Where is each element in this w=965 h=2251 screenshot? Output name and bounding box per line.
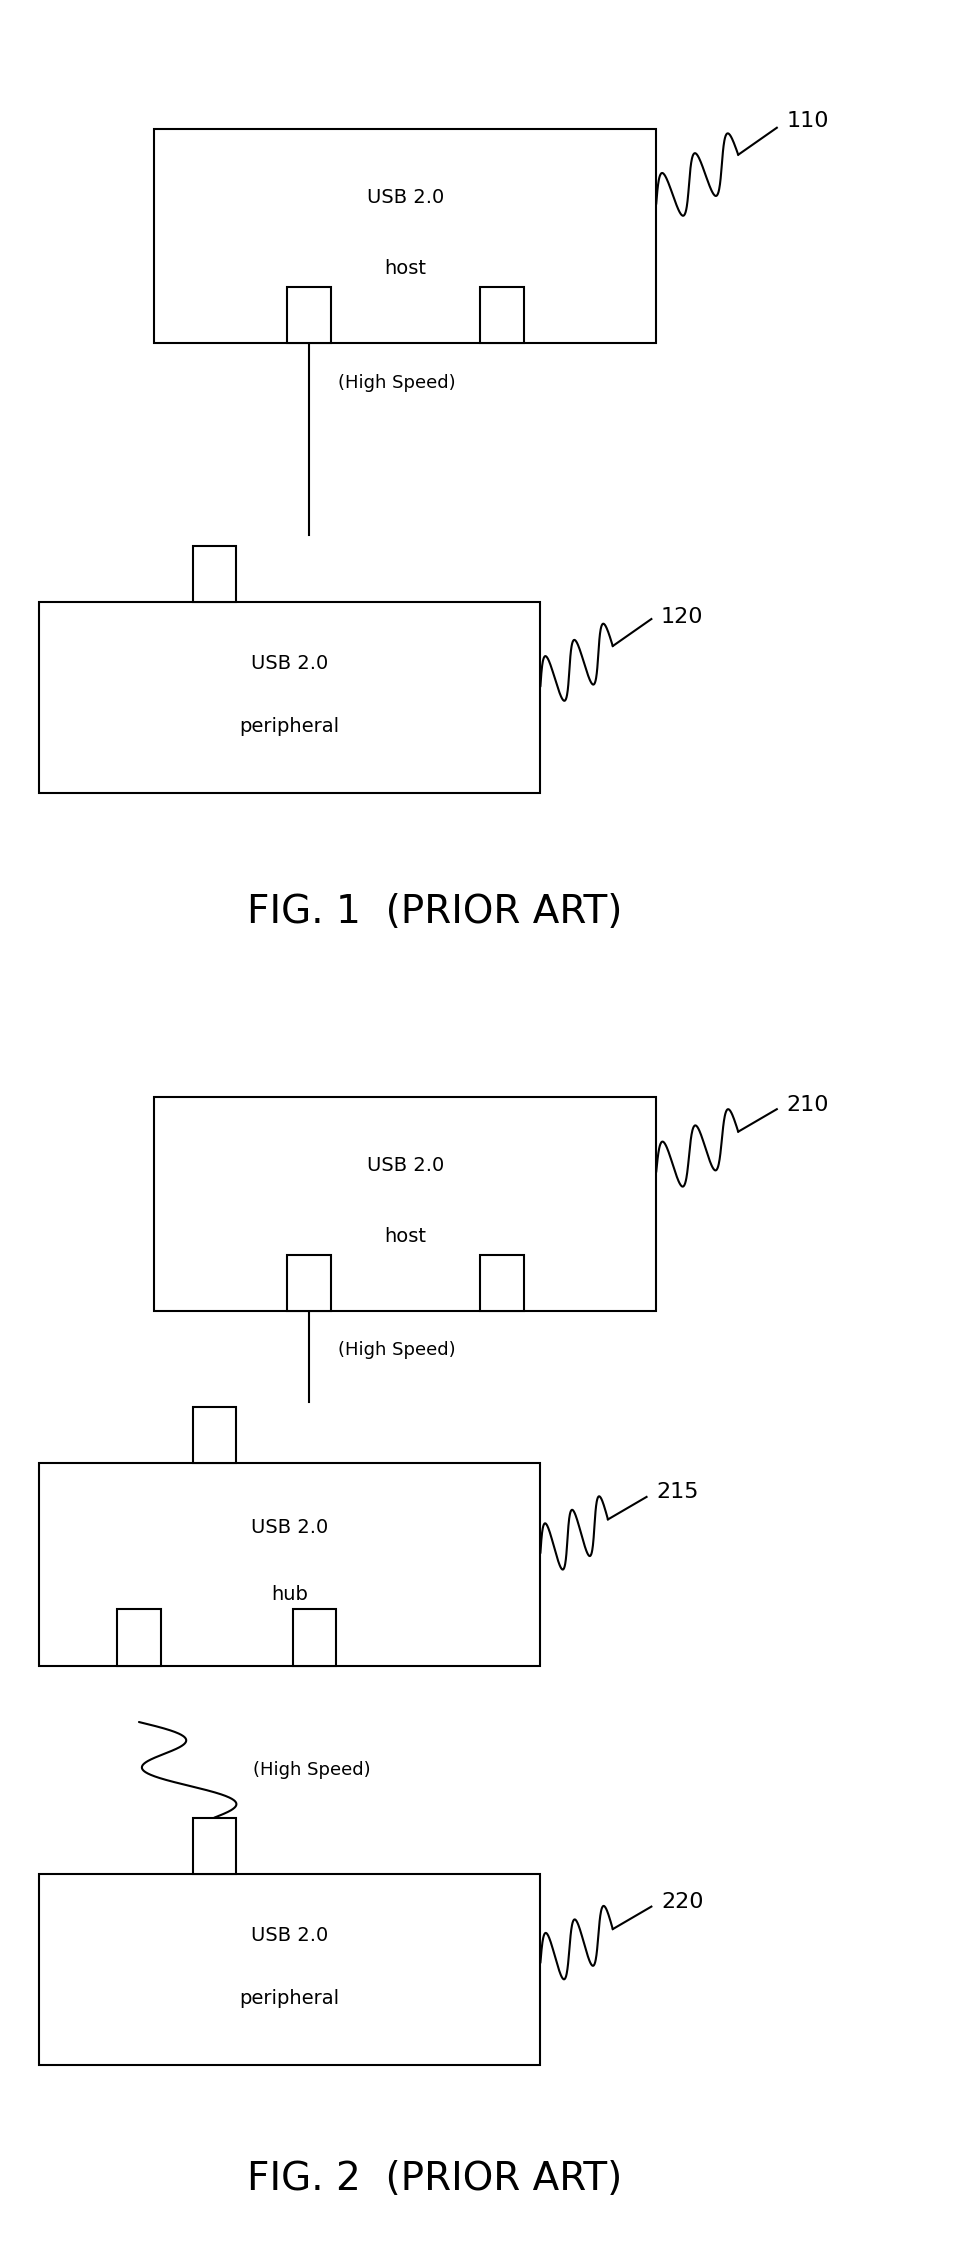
Text: USB 2.0: USB 2.0 — [251, 1925, 328, 1945]
Text: (High Speed): (High Speed) — [338, 374, 455, 392]
Text: hub: hub — [271, 1585, 308, 1605]
Bar — [39, 1463, 540, 1666]
Text: (High Speed): (High Speed) — [338, 1342, 455, 1360]
Text: USB 2.0: USB 2.0 — [367, 189, 444, 207]
Bar — [293, 1609, 336, 1666]
Text: peripheral: peripheral — [239, 1990, 340, 2008]
Bar — [192, 547, 235, 603]
Text: host: host — [384, 259, 427, 277]
Text: USB 2.0: USB 2.0 — [367, 1157, 444, 1175]
Text: 110: 110 — [786, 110, 829, 131]
Text: 220: 220 — [661, 1893, 703, 1911]
Bar — [287, 1254, 330, 1310]
Text: 210: 210 — [786, 1094, 829, 1114]
Text: FIG. 1  (PRIOR ART): FIG. 1 (PRIOR ART) — [247, 894, 621, 930]
Text: 215: 215 — [656, 1483, 699, 1501]
Bar — [287, 286, 330, 342]
Text: host: host — [384, 1227, 427, 1245]
Bar — [39, 1873, 540, 2066]
Bar — [192, 1407, 235, 1463]
Bar — [192, 1819, 235, 1873]
Bar — [154, 1096, 656, 1310]
Bar — [39, 603, 540, 795]
Bar — [480, 286, 523, 342]
Text: peripheral: peripheral — [239, 718, 340, 736]
Text: USB 2.0: USB 2.0 — [251, 653, 328, 673]
Text: FIG. 2  (PRIOR ART): FIG. 2 (PRIOR ART) — [247, 2161, 621, 2197]
Text: USB 2.0: USB 2.0 — [251, 1519, 328, 1537]
Bar — [154, 128, 656, 342]
Text: 120: 120 — [661, 608, 703, 626]
Text: (High Speed): (High Speed) — [253, 1760, 371, 1778]
Bar — [118, 1609, 160, 1666]
Bar — [480, 1254, 523, 1310]
